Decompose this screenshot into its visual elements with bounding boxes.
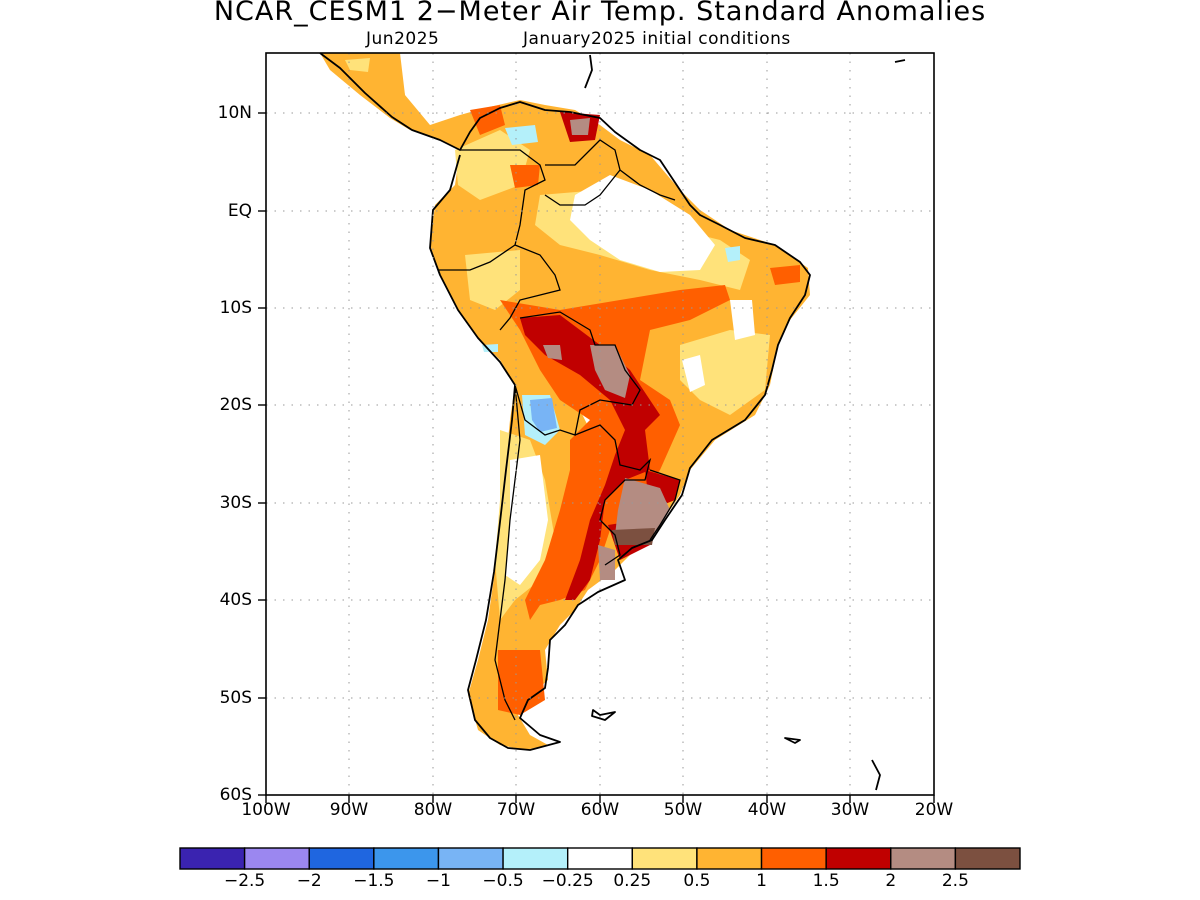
shade-2.5-uruguay	[612, 528, 655, 545]
falkland-islands	[591, 709, 616, 721]
lat-label-10n: 10N	[217, 103, 252, 123]
colorbar-swatch	[437, 847, 504, 870]
colorbar-swatch	[954, 847, 1021, 870]
colorbar-swatch	[308, 847, 375, 870]
lon-label-100w: 100W	[241, 800, 291, 820]
lon-label-50w: 50W	[663, 800, 703, 820]
lon-label-40w: 40W	[747, 800, 787, 820]
lon-label-80w: 80W	[413, 800, 453, 820]
lon-label-90w: 90W	[329, 800, 369, 820]
colorbar-swatch	[825, 847, 892, 870]
colorbar-swatch	[502, 847, 569, 870]
coastlines	[319, 53, 906, 791]
colorbar-swatch	[373, 847, 440, 870]
shade-2-venezuela	[570, 118, 590, 135]
colorbar-swatch	[179, 847, 246, 870]
anomaly-shading	[320, 53, 810, 750]
colorbar-swatch	[890, 847, 957, 870]
initial-conditions-label: January2025 initial conditions	[523, 29, 791, 49]
island-north	[894, 59, 906, 63]
shade-neutral-east2	[682, 355, 705, 392]
shade-neutral-east	[730, 300, 755, 340]
shade-central-america	[330, 53, 405, 115]
valid-month-label: Jun2025	[366, 29, 440, 49]
country-borders	[438, 139, 681, 721]
shade-0.5-east	[680, 330, 770, 415]
colorbar-label: −2.5	[223, 871, 266, 891]
lon-label-70w: 70W	[496, 800, 536, 820]
south-georgia	[784, 737, 801, 744]
shade-1-patagonia	[498, 650, 545, 715]
lat-label-20s: 20S	[219, 395, 252, 415]
colorbar-label: −0.25	[541, 871, 594, 891]
colorbar-label: 1.5	[812, 871, 840, 891]
colorbar-label: −1	[425, 871, 451, 891]
graticule	[266, 53, 934, 795]
lon-label-30w: 30W	[830, 800, 870, 820]
lat-label-30s: 30S	[219, 493, 252, 513]
shade-neg-brazil	[725, 246, 740, 262]
shade-2-argentina	[598, 545, 615, 580]
colorbar-label: 2	[885, 871, 897, 891]
colorbar-label: 0.25	[613, 871, 652, 891]
colorbar-label: 1	[756, 871, 767, 891]
colorbar-swatch	[566, 847, 634, 870]
shade-central-america-light	[345, 58, 370, 72]
lat-label-60s: 60S	[219, 785, 252, 805]
colorbar-label: −2	[296, 871, 322, 891]
axis-ticks	[258, 112, 935, 803]
colorbar-label: −1.5	[353, 871, 395, 891]
map-title: NCAR_CESM1 2−Meter Air Temp. Standard An…	[213, 0, 987, 27]
shade-2-bolivia	[543, 345, 562, 360]
shade-1-ne-brazil	[770, 265, 800, 285]
colorbar-label: −0.5	[482, 871, 524, 891]
shade-neutral-amazon	[570, 175, 715, 272]
lat-label-eq: EQ	[227, 201, 252, 221]
shade-1-andes	[510, 165, 540, 188]
shade-0.5-west	[465, 250, 520, 310]
lon-label-60w: 60W	[580, 800, 620, 820]
coast-caribbean	[584, 54, 593, 89]
lat-label-40s: 40S	[219, 590, 252, 610]
shade-0.5-north	[455, 130, 530, 200]
shade-1-central-belt	[500, 285, 730, 620]
colorbar-swatch	[631, 847, 698, 870]
shade-neg-colombia	[505, 125, 538, 145]
sandwich-islands	[871, 759, 881, 791]
colorbar-swatch	[696, 847, 763, 870]
lat-label-50s: 50S	[219, 688, 252, 708]
colorbar-swatch	[760, 847, 827, 870]
lat-label-10s: 10S	[219, 298, 252, 318]
shade-neg-altiplano-core	[530, 398, 557, 432]
lon-label-20w: 20W	[914, 800, 954, 820]
colorbar-swatch	[243, 847, 310, 870]
shade-2-uruguay	[615, 478, 670, 540]
colorbar-label: 2.5	[941, 871, 969, 891]
colorbar-label: 0.5	[683, 871, 711, 891]
